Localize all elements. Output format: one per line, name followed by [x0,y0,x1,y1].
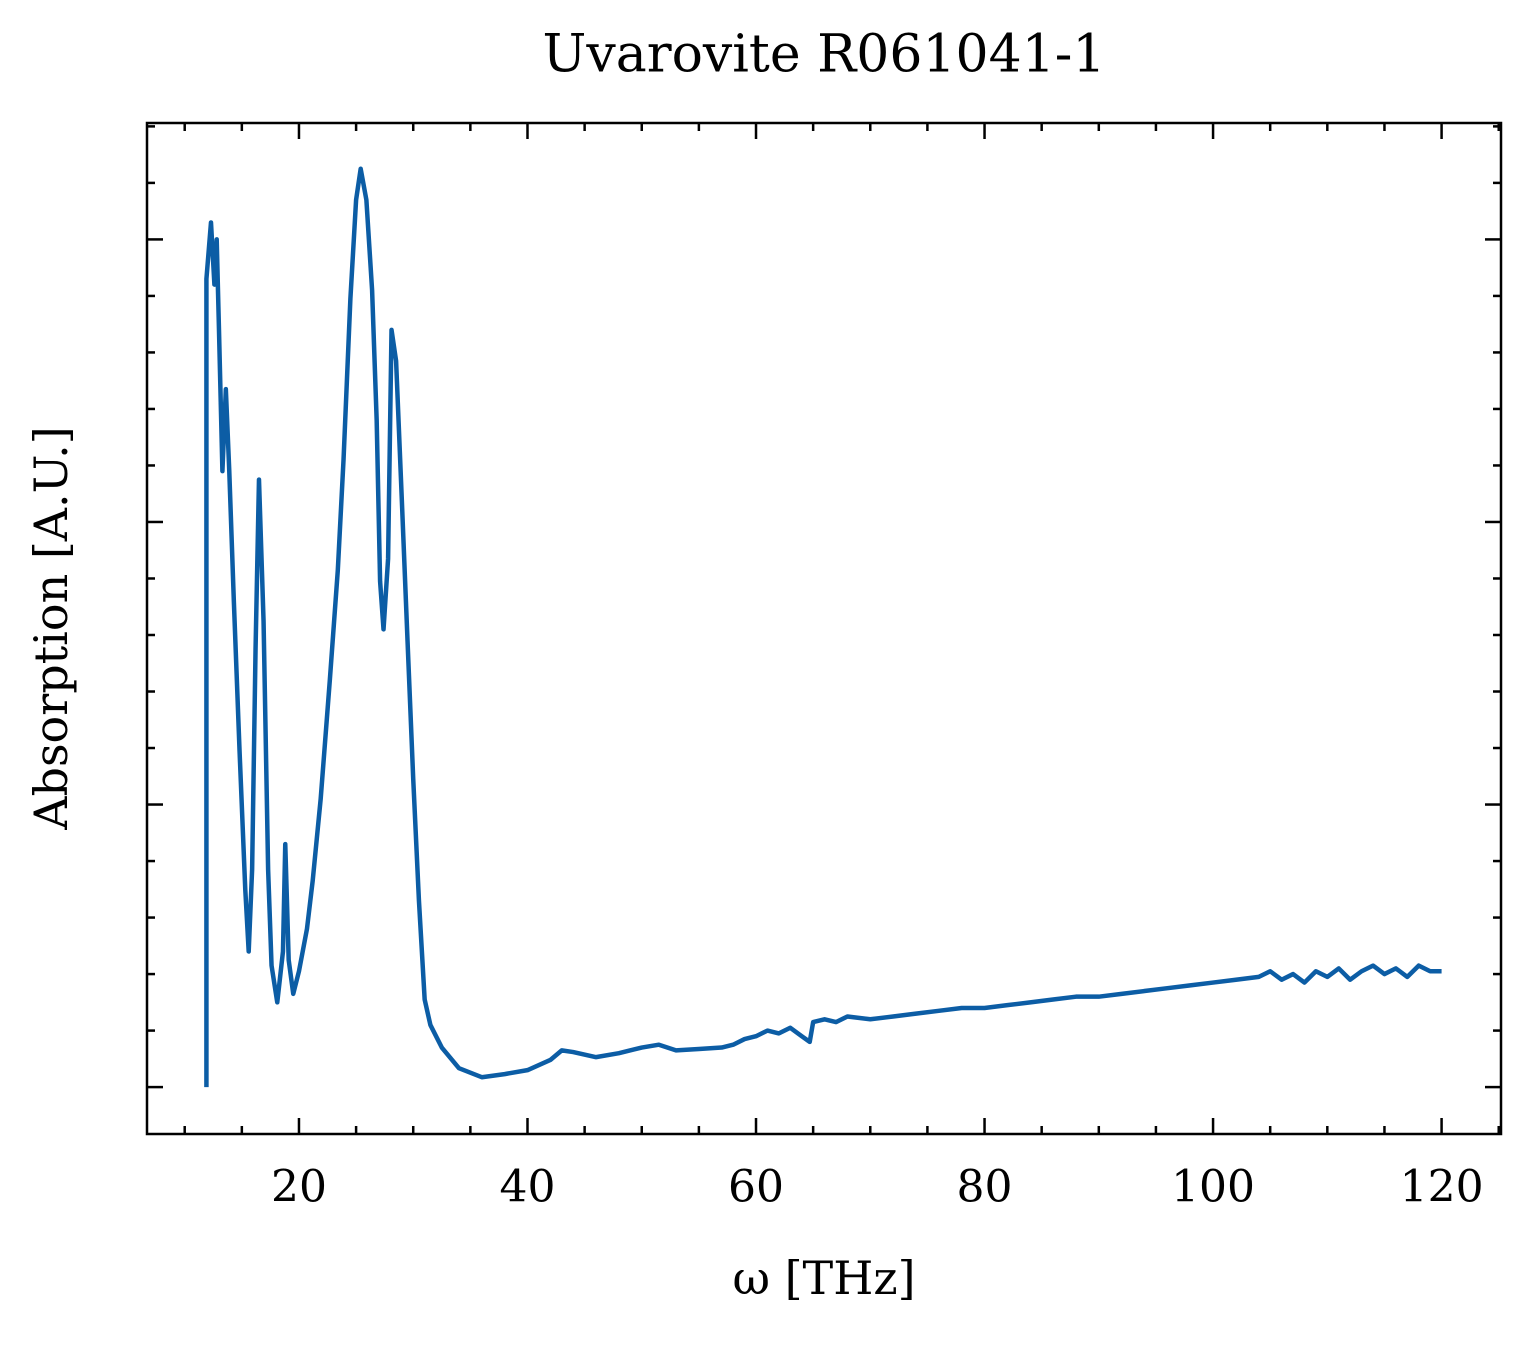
y-axis-label: Absorption [A.U.] [24,426,78,830]
x-tick-label: 120 [1400,1162,1484,1213]
x-tick-label: 40 [499,1162,555,1213]
x-tick-label: 100 [1171,1162,1255,1213]
x-axis-label: ω [THz] [732,1251,915,1305]
x-tick-label: 80 [957,1162,1013,1213]
chart-title: Uvarovite R061041-1 [543,25,1106,85]
x-tick-label: 60 [728,1162,784,1213]
x-tick-label: 20 [271,1162,327,1213]
plot-frame [145,121,1503,1136]
data-line [204,166,1442,1088]
